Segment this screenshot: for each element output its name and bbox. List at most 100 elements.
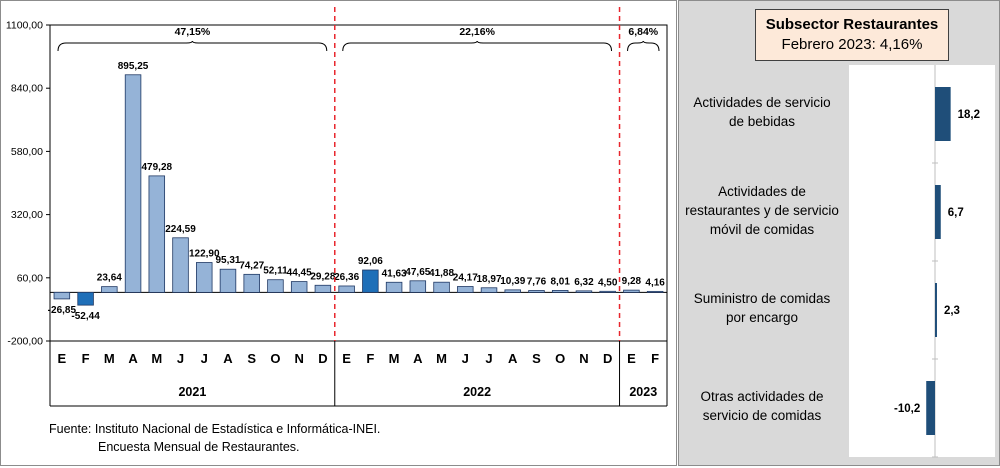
bar-value-label: 4,50 xyxy=(598,277,618,288)
plot-border xyxy=(49,24,668,342)
category-label: Otras actividades de servicio de comidas xyxy=(679,387,845,425)
bar-8 xyxy=(243,273,260,293)
subsector-chart-panel: Subsector Restaurantes Febrero 2023: 4,1… xyxy=(678,0,1000,466)
month-label: E xyxy=(342,351,351,366)
bar-value-label: 47,65 xyxy=(405,267,430,278)
bar-1 xyxy=(77,291,94,306)
month-label: M xyxy=(104,351,115,366)
subsector-value-label: 6,7 xyxy=(948,207,964,219)
plot-area xyxy=(849,65,995,457)
source-line-2: Encuesta Mensual de Restaurantes. xyxy=(98,440,300,454)
category-label-line: servicio de comidas xyxy=(702,408,822,423)
category-label: Suministro de comidas por encargo xyxy=(679,289,845,327)
month-label: A xyxy=(128,351,138,366)
bar-value-label: 6,32 xyxy=(574,277,594,288)
period-growth-label: 47,15% xyxy=(175,26,211,38)
bar-25 xyxy=(646,290,664,293)
period-growth-label: 22,16% xyxy=(459,26,495,38)
bar-16 xyxy=(433,281,450,293)
month-label: O xyxy=(555,351,565,366)
bar-13 xyxy=(362,269,379,293)
bar-value-label: 9,28 xyxy=(622,276,642,287)
year-label: 2021 xyxy=(178,385,206,399)
year-label: 2023 xyxy=(629,385,657,399)
bar-17 xyxy=(457,286,474,293)
month-label: D xyxy=(318,351,327,366)
bar-value-label: 224,59 xyxy=(165,224,196,235)
month-label: M xyxy=(436,351,447,366)
y-tick-label: 580,00 xyxy=(11,146,43,158)
subsector-value-label: 2,3 xyxy=(944,305,960,317)
period-growth-label: 6,84% xyxy=(628,26,658,38)
month-label: F xyxy=(82,351,90,366)
month-label: O xyxy=(270,351,280,366)
monthly-chart-panel: 1100,00 840,00 580,00 320,00 60,00 -200,00 -26… xyxy=(0,0,677,466)
bar-value-label: 8,01 xyxy=(550,276,570,287)
month-label: J xyxy=(485,351,492,366)
monthly-bar-chart: 1100,00 840,00 580,00 320,00 60,00 -200,00 -26… xyxy=(6,7,668,407)
month-label: E xyxy=(627,351,636,366)
y-tick-label: -200,00 xyxy=(7,336,43,348)
bar-value-label: 23,64 xyxy=(97,273,122,284)
category-label-line: Actividades de servicio xyxy=(693,95,831,110)
subsector-value-label: 18,2 xyxy=(958,109,980,121)
bar-value-label: 95,31 xyxy=(215,255,240,266)
period-brace xyxy=(342,40,613,52)
month-label: S xyxy=(532,351,541,366)
category-label: Actividades de servicio de bebidas xyxy=(679,93,845,131)
chart-title: Subsector Restaurantes xyxy=(765,16,939,33)
bar-24 xyxy=(623,289,640,293)
bar-20 xyxy=(528,290,545,293)
month-label: J xyxy=(201,351,208,366)
bar-4 xyxy=(148,175,166,293)
bar-11 xyxy=(314,284,332,293)
bar-value-label: 10,39 xyxy=(500,276,525,287)
bar-value-label: 479,28 xyxy=(141,162,172,173)
bar-value-label: 24,17 xyxy=(453,273,478,284)
month-label: D xyxy=(603,351,612,366)
bar-value-label: 7,76 xyxy=(527,276,547,287)
chart-title-box: Subsector Restaurantes Febrero 2023: 4,1… xyxy=(755,9,949,61)
bar-5 xyxy=(172,237,189,293)
bar-19 xyxy=(504,289,521,293)
bar-21 xyxy=(551,290,569,293)
month-label: A xyxy=(223,351,233,366)
category-label-line: Actividades de xyxy=(718,183,806,199)
month-label: M xyxy=(151,351,162,366)
chart-subtitle: Febrero 2023: 4,16% xyxy=(781,36,923,53)
period-brace xyxy=(57,40,328,52)
bar-value-label: 122,90 xyxy=(189,249,220,260)
bar-value-label: 92,06 xyxy=(358,256,383,267)
y-tick-label: 60,00 xyxy=(17,272,43,284)
category-label-line: Otras actividades de xyxy=(700,389,824,404)
bar-7 xyxy=(219,268,237,293)
bar-value-label: 26,36 xyxy=(334,272,359,283)
bar-9 xyxy=(267,279,284,293)
year-label: 2022 xyxy=(463,385,491,399)
month-label: A xyxy=(508,351,518,366)
category-label-line: móvil de comidas xyxy=(709,221,815,237)
bar-2 xyxy=(101,286,118,293)
category-label-line: Suministro de comidas xyxy=(693,291,831,306)
bar-22 xyxy=(575,290,593,293)
bar-6 xyxy=(196,262,213,293)
bar-value-label: 18,97 xyxy=(477,274,502,285)
bar-value-label: 52,11 xyxy=(263,266,288,277)
category-label-line: de bebidas xyxy=(728,114,796,129)
bar-18 xyxy=(480,287,498,293)
month-label: J xyxy=(177,351,184,366)
bar-value-label: 74,27 xyxy=(239,260,264,271)
category-label-line: restaurantes y de servicio xyxy=(685,202,839,218)
y-tick-label: 1100,00 xyxy=(6,20,43,32)
bar-value-label: 29,28 xyxy=(310,271,335,282)
bar-value-label: 41,88 xyxy=(429,268,454,279)
bar-value-label: 4,16 xyxy=(645,277,665,288)
bar-14 xyxy=(385,281,403,293)
month-label: E xyxy=(58,351,67,366)
bar-value-label: 895,25 xyxy=(118,61,149,72)
category-label-line: por encargo xyxy=(725,310,799,325)
bar-23 xyxy=(599,290,616,293)
month-label: F xyxy=(366,351,374,366)
bar-3 xyxy=(124,74,142,293)
